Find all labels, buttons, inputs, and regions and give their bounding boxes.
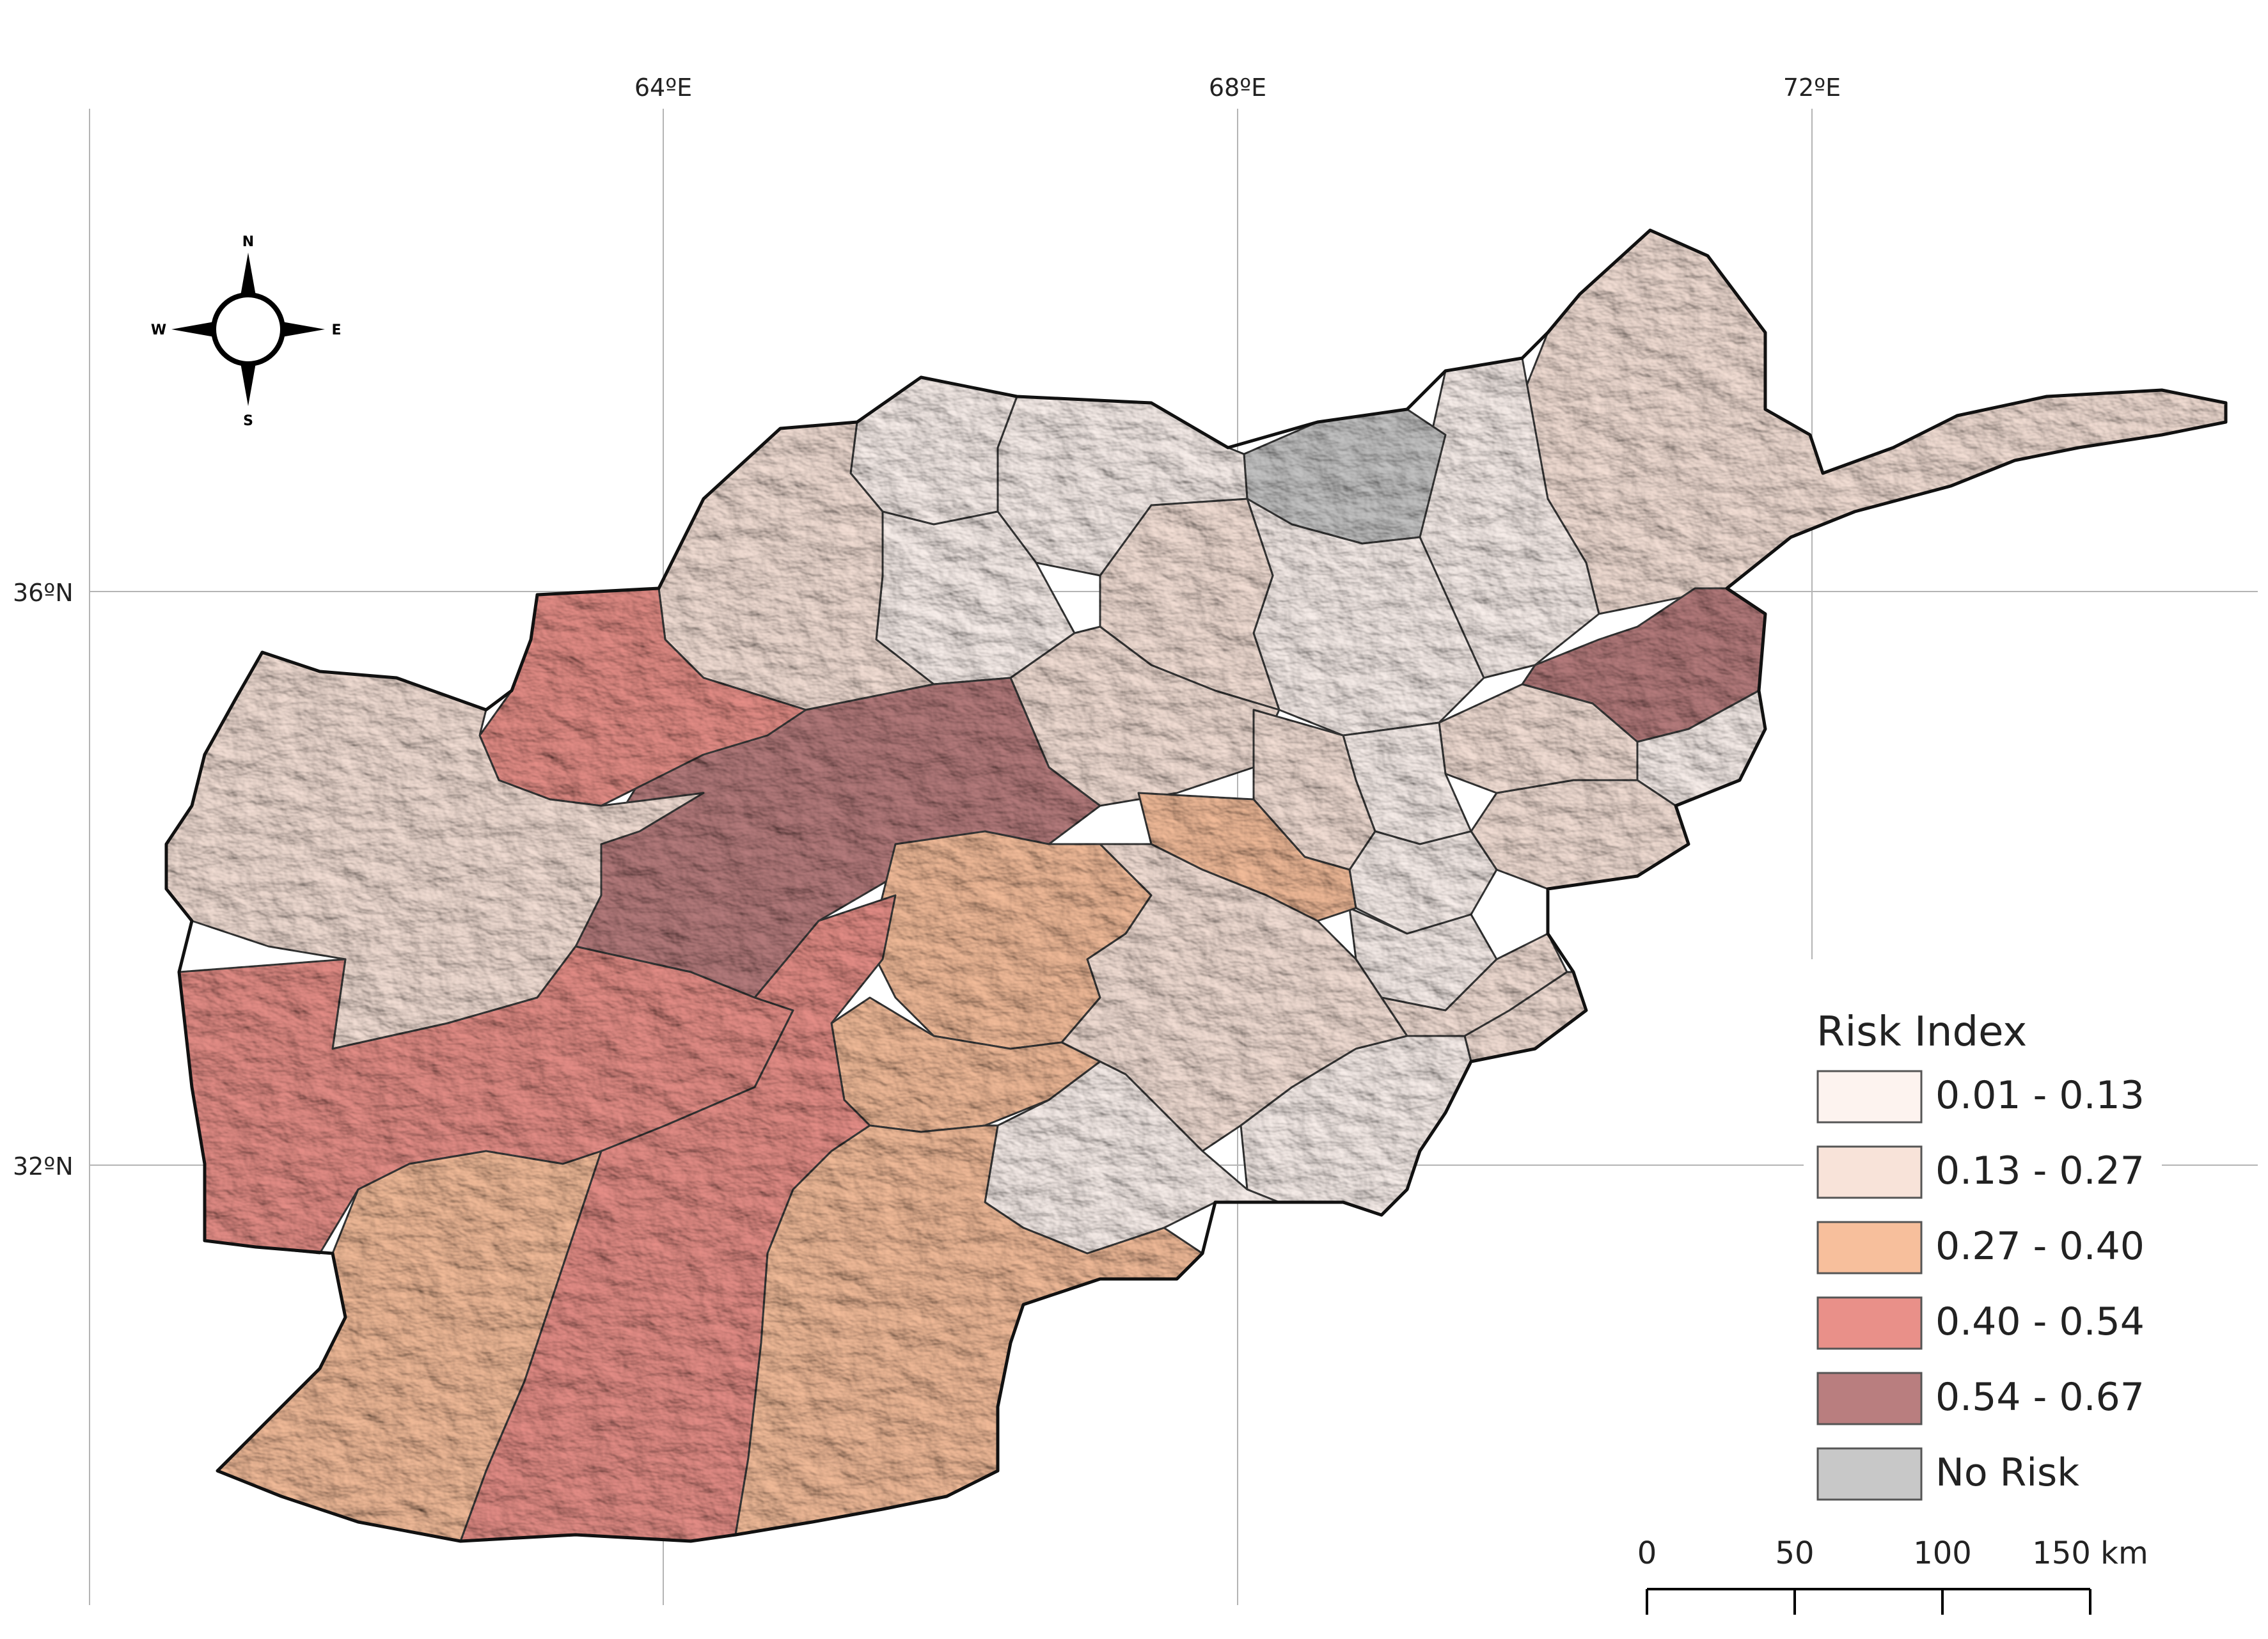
north-arrow: N S E W (151, 234, 342, 429)
lon-label-68e: 68ºE (1209, 74, 1266, 102)
scale-bar-label-0: 0 (1637, 1535, 1657, 1571)
compass-label-w: W (151, 322, 166, 338)
legend-label-2: 0.27 - 0.40 (1935, 1224, 2145, 1269)
scale-bar-label-100: 100 (1913, 1535, 1972, 1571)
legend-swatch-4 (1816, 1372, 1923, 1425)
scale-bar-label-50: 50 (1775, 1535, 1814, 1571)
legend-label-1: 0.13 - 0.27 (1935, 1149, 2145, 1193)
compass-ring-inner (216, 297, 280, 361)
legend-swatch-1 (1816, 1145, 1923, 1199)
legend-swatch-3 (1816, 1296, 1923, 1350)
lat-label-32n: 32ºN (13, 1152, 74, 1180)
legend-label-0: 0.01 - 0.13 (1935, 1073, 2145, 1118)
lat-label-36n: 36ºN (13, 579, 74, 607)
legend-label-3: 0.40 - 0.54 (1935, 1299, 2145, 1344)
scale-bar: 0 50 100 150 km (1637, 1535, 2148, 1615)
compass-label-s: S (243, 413, 253, 429)
province-badghis (478, 587, 807, 807)
province-nangarhar (1470, 779, 1690, 890)
legend-label-4: 0.54 - 0.67 (1935, 1375, 2145, 1420)
compass-label-n: N (242, 234, 254, 250)
country-outline (164, 228, 2228, 1543)
province-badakhshan (1521, 229, 2227, 615)
compass-label-e: E (331, 322, 341, 338)
lon-label-64e: 64ºE (634, 74, 692, 102)
legend-label-5: No Risk (1935, 1450, 2079, 1495)
legend-swatch-5 (1816, 1447, 1923, 1501)
legend: Risk Index 0.01 - 0.13 0.13 - 0.27 0.27 - … (1804, 998, 2162, 1522)
lon-label-72e: 72ºE (1783, 74, 1841, 102)
legend-swatch-0 (1816, 1070, 1923, 1124)
legend-swatch-2 (1816, 1221, 1923, 1274)
legend-title: Risk Index (1816, 1008, 2027, 1056)
province-laghman (1438, 683, 1639, 794)
scale-bar-label-150: 150 km (2032, 1535, 2148, 1571)
